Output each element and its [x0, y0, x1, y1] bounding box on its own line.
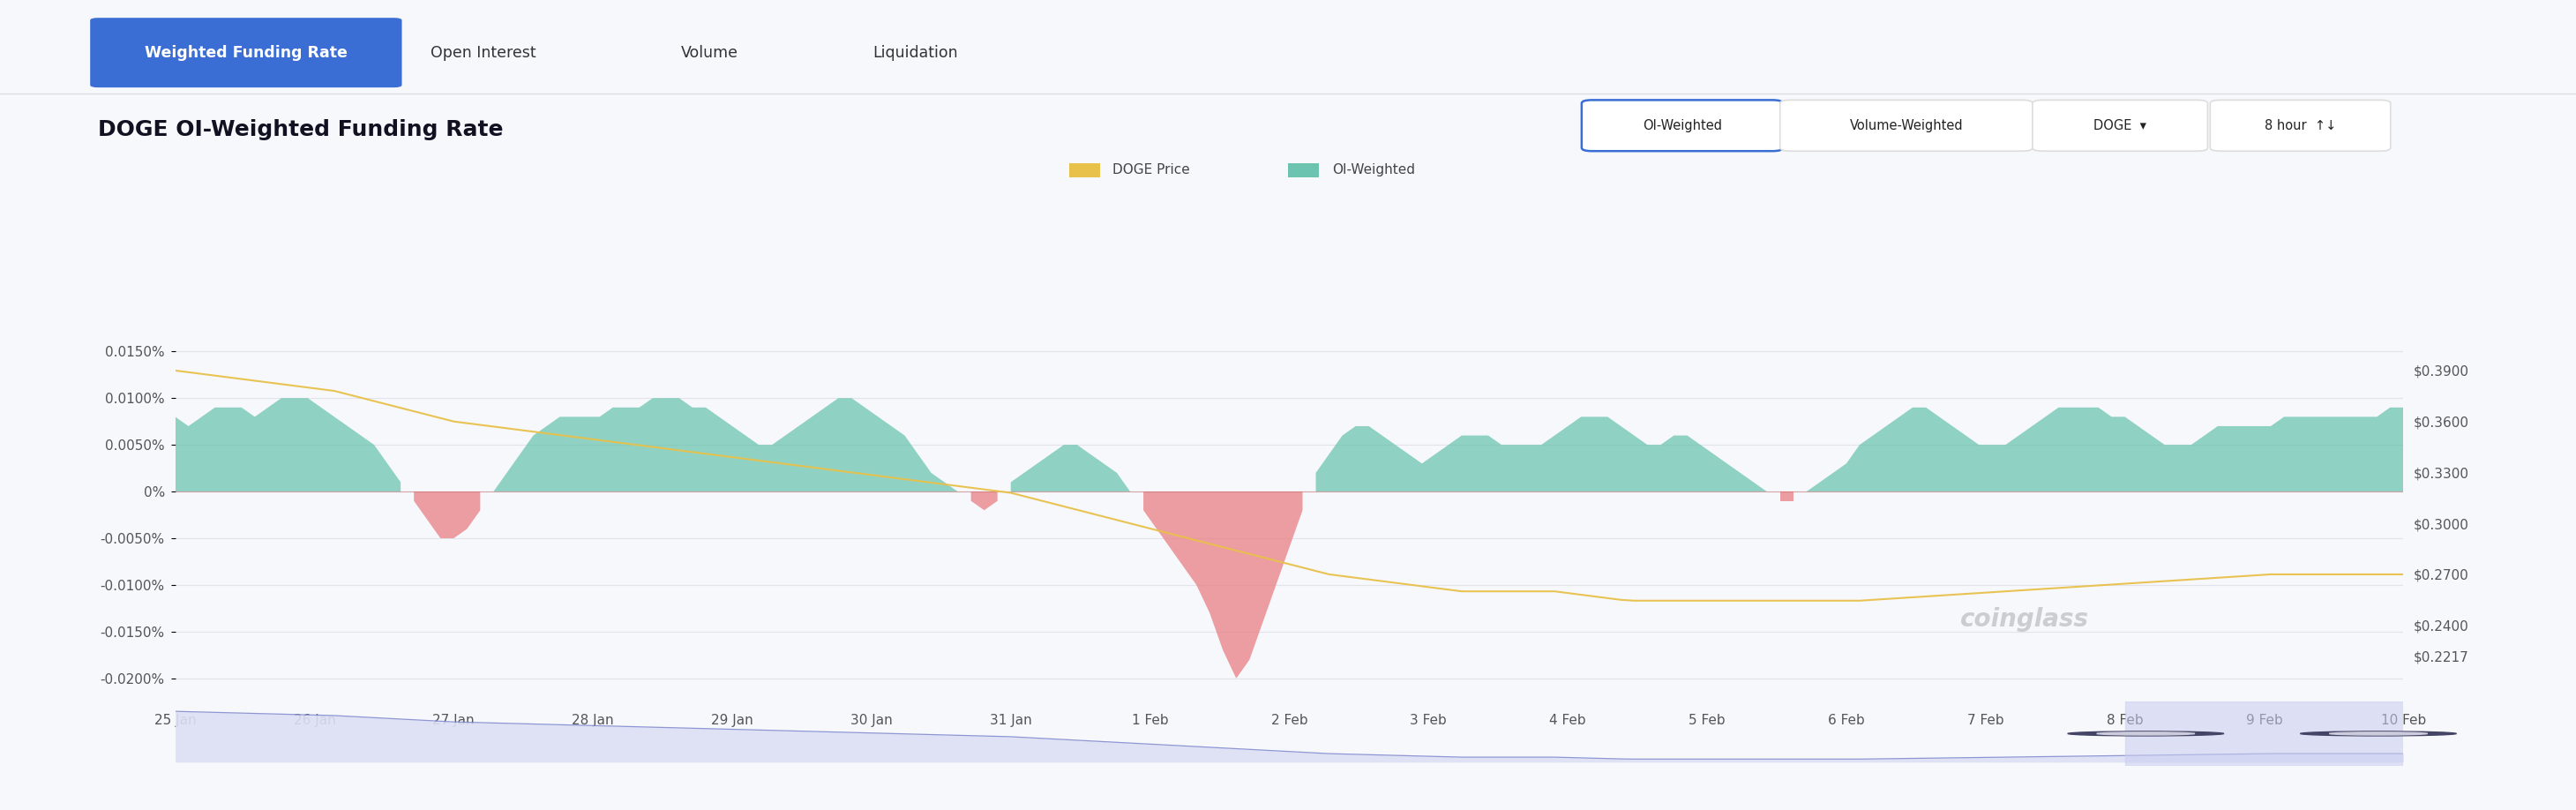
Circle shape — [2300, 731, 2458, 735]
Circle shape — [2069, 731, 2223, 735]
Text: Volume-Weighted: Volume-Weighted — [1850, 119, 1963, 132]
Circle shape — [2329, 732, 2427, 735]
Text: Volume: Volume — [680, 45, 739, 61]
Text: OI-Weighted: OI-Weighted — [1643, 119, 1721, 132]
Text: DOGE  ▾: DOGE ▾ — [2094, 119, 2146, 132]
Text: Weighted Funding Rate: Weighted Funding Rate — [144, 45, 348, 61]
Text: DOGE OI-Weighted Funding Rate: DOGE OI-Weighted Funding Rate — [98, 119, 502, 140]
Text: Liquidation: Liquidation — [873, 45, 958, 61]
Bar — [2125, 701, 2403, 765]
Text: DOGE Price: DOGE Price — [1113, 164, 1190, 177]
Text: 8 hour  ↑↓: 8 hour ↑↓ — [2264, 119, 2336, 132]
Text: coinglass: coinglass — [1960, 608, 2089, 632]
Text: Open Interest: Open Interest — [430, 45, 536, 61]
Text: OI-Weighted: OI-Weighted — [1332, 164, 1414, 177]
Circle shape — [2097, 732, 2195, 735]
